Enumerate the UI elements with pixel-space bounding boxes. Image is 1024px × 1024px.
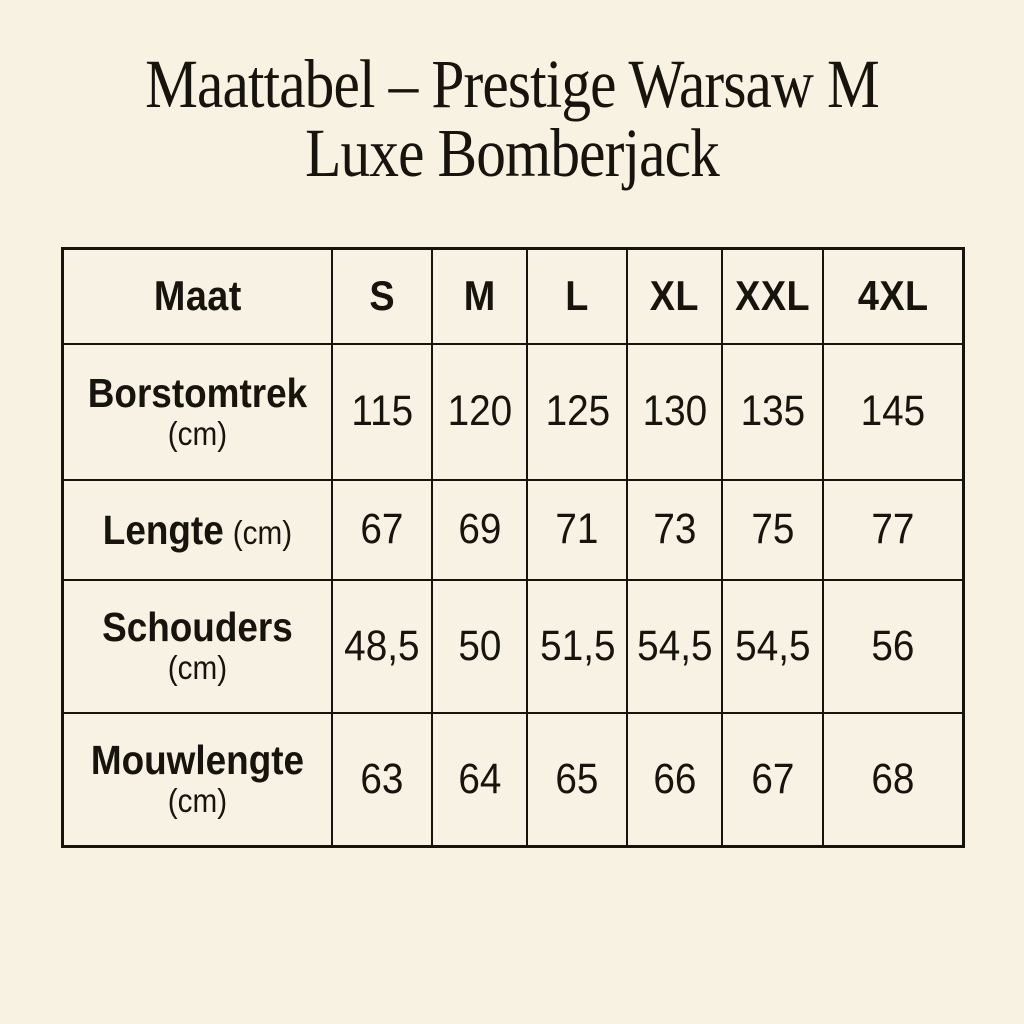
- table-row-mouwlengte: Mouwlengte (cm) 63 64 65 66 67 68: [61, 711, 965, 848]
- row-unit: (cm): [232, 513, 293, 551]
- value-cell: 54,5: [721, 578, 824, 714]
- row-label: Schouders: [102, 604, 293, 650]
- size-table: Maat S M L XL XXL 4XL Borstomtrek (cm) 1…: [61, 247, 965, 848]
- row-label-cell: Borstomtrek (cm): [61, 342, 333, 481]
- size-label: M: [463, 272, 496, 320]
- value-cell: 69: [430, 478, 529, 581]
- row-unit: (cm): [167, 782, 228, 820]
- row-label-cell: Mouwlengte (cm): [61, 711, 333, 848]
- value-cell: 125: [526, 342, 629, 481]
- value-cell: 120: [430, 342, 529, 481]
- size-header-cell-xl: XL: [626, 247, 723, 345]
- maat-header-cell: Maat: [61, 247, 333, 345]
- value-cell: 67: [721, 711, 824, 848]
- page-title: Maattabel – Prestige Warsaw M Luxe Bombe…: [0, 50, 1024, 188]
- size-header-cell-4xl: 4XL: [821, 247, 965, 345]
- value-cell: 71: [526, 478, 629, 581]
- size-label: XL: [650, 272, 700, 320]
- size-label: 4XL: [857, 272, 929, 320]
- table-row-lengte: Lengte (cm) 67 69 71 73 75 77: [61, 478, 965, 581]
- value-cell: 65: [526, 711, 629, 848]
- value-cell: 50: [430, 578, 529, 714]
- size-header-cell-l: L: [526, 247, 629, 345]
- value-cell: 54,5: [626, 578, 723, 714]
- row-label: Lengte: [102, 506, 224, 553]
- table-header-row: Maat S M L XL XXL 4XL: [61, 247, 965, 345]
- value-cell: 73: [626, 478, 723, 581]
- size-header-cell-xxl: XXL: [721, 247, 824, 345]
- value-cell: 145: [821, 342, 965, 481]
- maat-header-label: Maat: [153, 272, 242, 320]
- value-cell: 63: [330, 711, 433, 848]
- value-cell: 77: [821, 478, 965, 581]
- size-header-cell-s: S: [330, 247, 433, 345]
- row-label-cell: Schouders (cm): [61, 578, 333, 714]
- value-cell: 68: [821, 711, 965, 848]
- table-row-schouders: Schouders (cm) 48,5 50 51,5 54,5 54,5 56: [61, 578, 965, 714]
- value-cell: 75: [721, 478, 824, 581]
- row-unit: (cm): [167, 414, 228, 452]
- size-label: L: [565, 272, 590, 320]
- row-label: Borstomtrek: [87, 369, 308, 416]
- value-cell: 56: [821, 578, 965, 714]
- row-unit: (cm): [167, 649, 228, 686]
- size-header-cell-m: M: [430, 247, 529, 345]
- value-cell: 48,5: [330, 578, 433, 714]
- value-cell: 64: [430, 711, 529, 848]
- page-title-line-1: Maattabel – Prestige Warsaw M: [145, 46, 880, 122]
- size-label: XXL: [735, 272, 810, 320]
- value-cell: 51,5: [526, 578, 629, 714]
- value-cell: 115: [330, 342, 433, 481]
- row-label: Mouwlengte: [90, 737, 305, 784]
- size-label: S: [369, 272, 395, 320]
- row-label-cell: Lengte (cm): [61, 478, 333, 581]
- value-cell: 130: [626, 342, 723, 481]
- page-title-line-2: Luxe Bomberjack: [305, 115, 720, 191]
- value-cell: 135: [721, 342, 824, 481]
- value-cell: 66: [626, 711, 723, 848]
- value-cell: 67: [330, 478, 433, 581]
- table-row-borstomtrek: Borstomtrek (cm) 115 120 125 130 135 145: [61, 342, 965, 481]
- size-chart: Maat S M L XL XXL 4XL Borstomtrek (cm) 1…: [61, 247, 965, 848]
